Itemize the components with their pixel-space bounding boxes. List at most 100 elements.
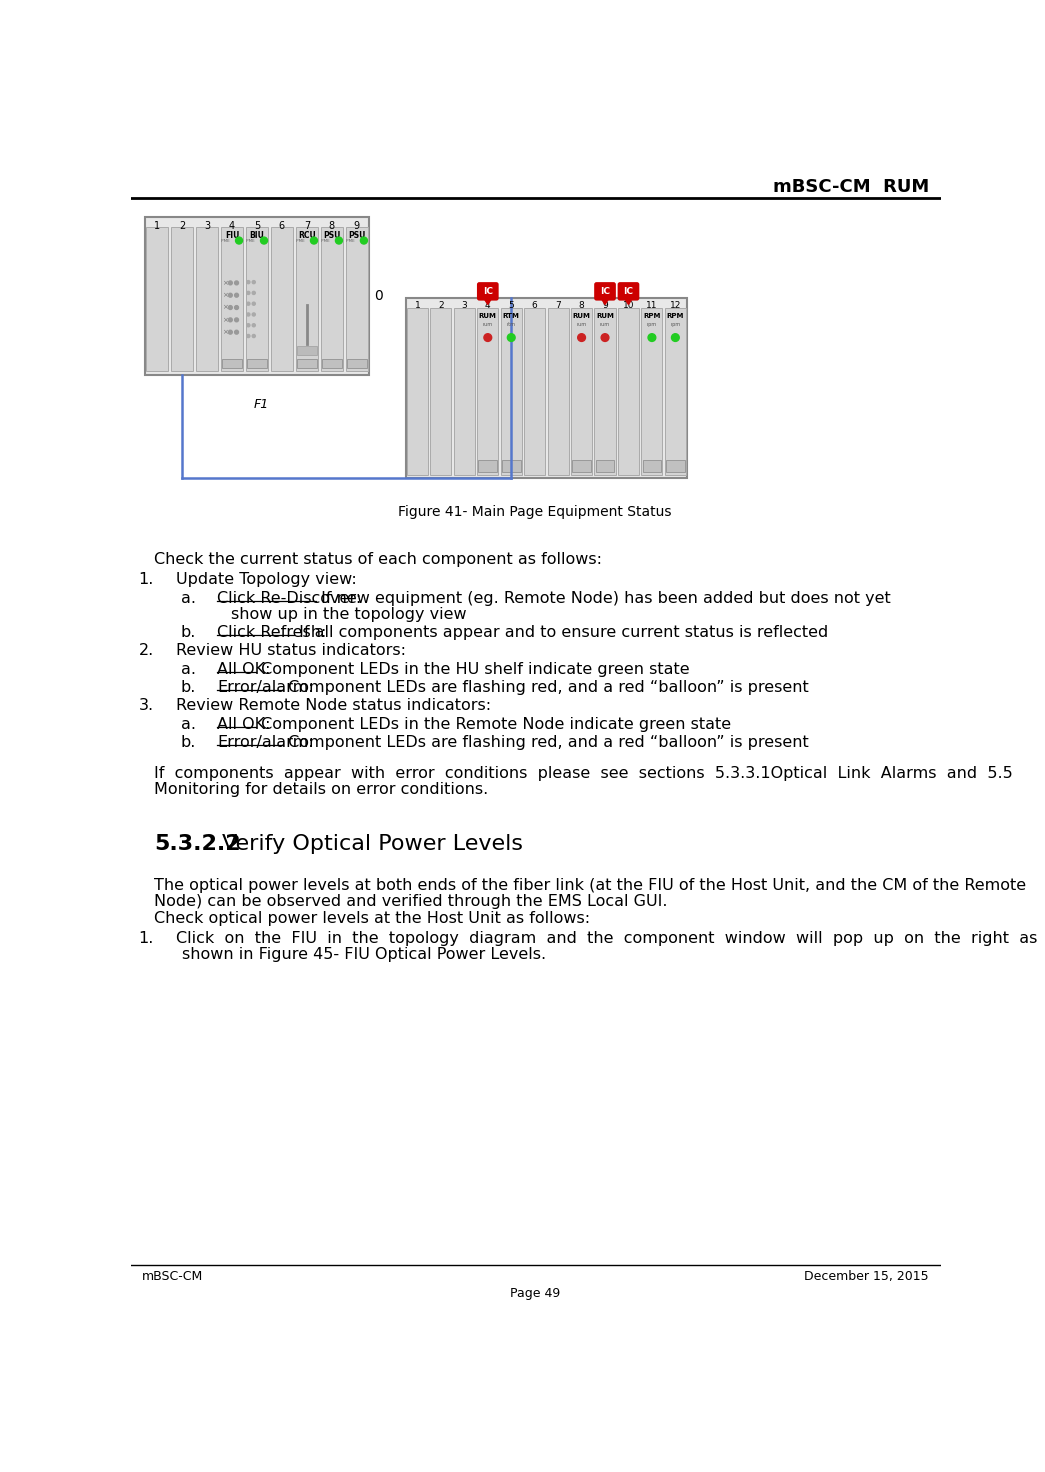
Text: PSU: PSU	[323, 231, 341, 240]
Circle shape	[229, 281, 232, 284]
Text: 8: 8	[579, 302, 584, 311]
Bar	[297, 346, 317, 355]
Text: 5: 5	[508, 302, 514, 311]
Circle shape	[252, 302, 255, 305]
Text: a.: a.	[181, 592, 195, 606]
Circle shape	[260, 237, 268, 244]
Circle shape	[601, 334, 609, 342]
Text: RPM: RPM	[667, 314, 684, 319]
FancyBboxPatch shape	[431, 308, 451, 474]
Circle shape	[252, 291, 255, 294]
Circle shape	[578, 334, 585, 342]
Text: Component LEDs in the HU shelf indicate green state: Component LEDs in the HU shelf indicate …	[256, 662, 690, 677]
Text: IPME: IPME	[246, 238, 256, 243]
Text: RPM: RPM	[644, 314, 660, 319]
Text: Error/alarm:: Error/alarm:	[217, 680, 315, 695]
Text: IC: IC	[624, 287, 633, 296]
FancyBboxPatch shape	[571, 308, 593, 474]
Text: 3.: 3.	[139, 698, 154, 712]
Text: a.: a.	[181, 717, 195, 732]
Text: Click Refresh:: Click Refresh:	[217, 626, 327, 640]
FancyBboxPatch shape	[346, 227, 368, 371]
Bar	[573, 461, 591, 473]
Text: rpm: rpm	[647, 322, 657, 327]
Text: b.: b.	[181, 626, 195, 640]
Text: F1: F1	[254, 397, 269, 411]
Text: 2: 2	[179, 221, 185, 231]
Text: 1: 1	[154, 221, 160, 231]
Bar	[347, 359, 367, 368]
Text: 0: 0	[374, 289, 382, 303]
Text: Review Remote Node status indicators:: Review Remote Node status indicators:	[176, 698, 491, 712]
Text: 1.: 1.	[139, 571, 154, 587]
FancyBboxPatch shape	[407, 308, 428, 474]
Text: ×: ×	[222, 330, 228, 336]
Text: IPME: IPME	[296, 238, 306, 243]
FancyBboxPatch shape	[595, 308, 616, 474]
Text: 8: 8	[329, 221, 335, 231]
FancyBboxPatch shape	[665, 308, 686, 474]
Circle shape	[252, 324, 255, 327]
FancyBboxPatch shape	[296, 227, 319, 371]
Text: 7: 7	[304, 221, 310, 231]
Circle shape	[252, 281, 255, 284]
Text: Click  on  the  FIU  in  the  topology  diagram  and  the  component  window  wi: Click on the FIU in the topology diagram…	[176, 930, 1037, 946]
Text: IC: IC	[483, 287, 493, 296]
Text: 6: 6	[279, 221, 285, 231]
Text: 11: 11	[646, 302, 657, 311]
Polygon shape	[601, 299, 609, 305]
Circle shape	[247, 281, 250, 284]
Circle shape	[235, 318, 238, 322]
Text: If all components appear and to ensure current status is reflected: If all components appear and to ensure c…	[294, 626, 829, 640]
Circle shape	[247, 324, 250, 327]
Circle shape	[235, 293, 238, 297]
Text: If  components  appear  with  error  conditions  please  see  sections  5.3.3.1O: If components appear with error conditio…	[154, 767, 1013, 782]
FancyBboxPatch shape	[501, 308, 521, 474]
Text: 3: 3	[462, 302, 467, 311]
Circle shape	[484, 334, 492, 342]
Text: mBSC-CM: mBSC-CM	[142, 1270, 204, 1282]
Text: 1: 1	[415, 302, 420, 311]
Text: Monitoring for details on error conditions.: Monitoring for details on error conditio…	[154, 783, 488, 798]
Text: 6: 6	[532, 302, 537, 311]
Circle shape	[310, 237, 318, 244]
FancyBboxPatch shape	[478, 308, 498, 474]
Circle shape	[229, 293, 232, 297]
Bar	[322, 359, 342, 368]
Circle shape	[252, 314, 255, 316]
Text: a.: a.	[181, 662, 195, 677]
Text: PSU: PSU	[348, 231, 366, 240]
Circle shape	[235, 306, 238, 309]
Text: rpm: rpm	[670, 322, 680, 327]
Text: IPME: IPME	[321, 238, 330, 243]
Text: Component LEDs in the Remote Node indicate green state: Component LEDs in the Remote Node indica…	[256, 717, 730, 732]
Text: 5.3.2.2: 5.3.2.2	[154, 833, 240, 854]
Circle shape	[229, 318, 232, 322]
Bar	[247, 359, 268, 368]
FancyBboxPatch shape	[220, 227, 243, 371]
FancyBboxPatch shape	[618, 283, 640, 300]
Circle shape	[247, 334, 250, 337]
Text: Click Re-Discover:: Click Re-Discover:	[217, 592, 362, 606]
Text: IPME: IPME	[222, 238, 231, 243]
Circle shape	[648, 334, 656, 342]
Text: 3: 3	[204, 221, 210, 231]
FancyBboxPatch shape	[144, 216, 369, 374]
FancyBboxPatch shape	[525, 308, 545, 474]
FancyBboxPatch shape	[271, 227, 294, 371]
Text: Component LEDs are flashing red, and a red “balloon” is present: Component LEDs are flashing red, and a r…	[283, 680, 809, 695]
FancyBboxPatch shape	[618, 308, 640, 474]
Text: BIU: BIU	[250, 231, 264, 240]
Text: 1.: 1.	[139, 930, 154, 946]
FancyBboxPatch shape	[246, 227, 269, 371]
Text: Figure 41- Main Page Equipment Status: Figure 41- Main Page Equipment Status	[398, 505, 672, 520]
Text: ×: ×	[222, 293, 228, 299]
Circle shape	[235, 330, 238, 334]
Circle shape	[235, 281, 238, 284]
Text: mBSC-CM  RUM: mBSC-CM RUM	[772, 178, 929, 196]
Text: If new equipment (eg. Remote Node) has been added but does not yet: If new equipment (eg. Remote Node) has b…	[316, 592, 890, 606]
Bar	[643, 461, 661, 473]
FancyBboxPatch shape	[477, 283, 498, 300]
Text: 4: 4	[229, 221, 235, 231]
FancyBboxPatch shape	[454, 308, 474, 474]
